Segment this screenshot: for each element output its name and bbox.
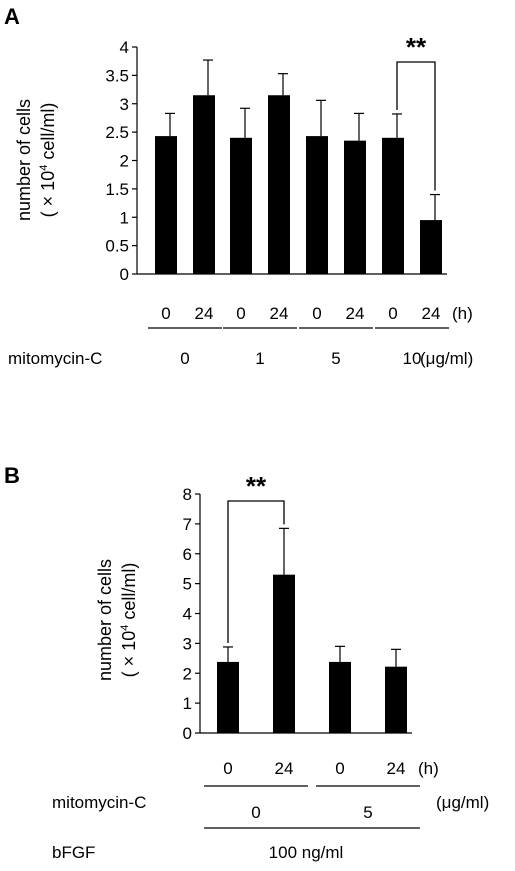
panel-a-bar bbox=[306, 136, 328, 274]
panel-a-bar bbox=[230, 137, 252, 274]
panel-a-group-unit: (μg/ml) bbox=[420, 349, 473, 368]
panel-b-bfgf-label: bFGF bbox=[52, 843, 95, 862]
panel-b-y-tick-label: 2 bbox=[183, 664, 192, 683]
panel-a-plot: 0 0.5 1 1.5 2 2.5 3 3.5 4 0 24 0 24 0 24 0 24 (h) 0 1 5 10 ** bbox=[105, 32, 472, 368]
panel-b-category-label: 24 bbox=[275, 759, 294, 778]
panel-b-y-tick-label: 4 bbox=[183, 605, 192, 624]
panel-b-ylabel-line1: number of cells bbox=[95, 559, 115, 681]
panel-a-bar bbox=[420, 220, 442, 274]
panel-a-y-tick-label: 3.5 bbox=[105, 66, 129, 85]
panel-a-time-unit: (h) bbox=[452, 304, 473, 323]
panel-a-ylabel-line2: ( × 104 cell/ml) bbox=[38, 103, 58, 218]
panel-b-y-tick-label: 1 bbox=[183, 694, 192, 713]
panel-a-bar bbox=[344, 140, 366, 274]
panel-a-y-tick-label: 0 bbox=[120, 265, 129, 284]
panel-b-significance-mark: ** bbox=[246, 471, 267, 501]
panel-a-category-label: 24 bbox=[195, 304, 214, 323]
panel-b-category-label: 0 bbox=[335, 759, 344, 778]
panel-a-category-label: 24 bbox=[422, 304, 441, 323]
panel-a-category-label: 0 bbox=[236, 304, 245, 323]
panel-b-y-tick-label: 6 bbox=[183, 545, 192, 564]
panel-a-bar bbox=[155, 136, 177, 274]
panel-a-y-tick-label: 0.5 bbox=[105, 237, 129, 256]
panel-a-mitomycin-label: mitomycin-C bbox=[8, 349, 102, 368]
panel-a-ylabel: number of cells ( × 104 cell/ml) bbox=[14, 99, 58, 221]
panel-b-y-tick-label: 5 bbox=[183, 575, 192, 594]
panel-a-ylabel-line1: number of cells bbox=[14, 99, 34, 221]
panel-a-y-tick-label: 2 bbox=[120, 152, 129, 171]
panel-a-significance-mark: ** bbox=[406, 32, 427, 62]
panel-a-category-label: 24 bbox=[270, 304, 289, 323]
panel-b-category-label: 0 bbox=[223, 759, 232, 778]
panel-b-y-tick-label: 0 bbox=[183, 724, 192, 743]
panel-a-y-tick-label: 2.5 bbox=[105, 123, 129, 142]
panel-b-label: B bbox=[4, 463, 20, 488]
panel-b-bar bbox=[273, 574, 295, 733]
panel-a-y-tick-label: 1.5 bbox=[105, 180, 129, 199]
panel-a-label: A bbox=[4, 4, 20, 29]
panel-b-group-label: 5 bbox=[363, 803, 372, 822]
panel-b-bfgf-value: 100 ng/ml bbox=[269, 843, 344, 862]
panel-a-group-label: 1 bbox=[255, 349, 264, 368]
panel-a-group-label: 5 bbox=[331, 349, 340, 368]
panel-b-group-label: 0 bbox=[251, 803, 260, 822]
panel-a-bar bbox=[382, 137, 404, 274]
panel-b-mitomycin-label: mitomycin-C bbox=[52, 793, 146, 812]
panel-a-y-tick-label: 4 bbox=[120, 38, 129, 57]
panel-b-bar bbox=[385, 666, 407, 733]
panel-b-bar bbox=[217, 661, 239, 733]
panel-a-group-label: 10 bbox=[403, 349, 422, 368]
panel-b-time-unit: (h) bbox=[418, 759, 439, 778]
panel-b-y-tick-label: 8 bbox=[183, 485, 192, 504]
panel-b-category-label: 24 bbox=[387, 759, 406, 778]
panel-a-significance-bracket bbox=[396, 61, 436, 191]
panel-a-category-label: 0 bbox=[388, 304, 397, 323]
panel-a-y-tick-label: 3 bbox=[120, 95, 129, 114]
panel-a-y-tick-label: 1 bbox=[120, 208, 129, 227]
panel-b-y-tick-label: 7 bbox=[183, 515, 192, 534]
panel-a-category-label: 0 bbox=[161, 304, 170, 323]
panel-a-category-label: 24 bbox=[346, 304, 365, 323]
panel-a-bar bbox=[268, 95, 290, 274]
panel-b-bar bbox=[329, 661, 351, 733]
panel-a-group-label: 0 bbox=[180, 349, 189, 368]
panel-b-ylabel-line2: ( × 104 cell/ml) bbox=[119, 563, 139, 678]
panel-b-group-unit: (μg/ml) bbox=[436, 793, 489, 812]
panel-a-category-label: 0 bbox=[312, 304, 321, 323]
panel-a-bar bbox=[193, 95, 215, 274]
panel-b-ylabel: number of cells ( × 104 cell/ml) bbox=[95, 559, 139, 681]
panel-b-plot: 0 1 2 3 4 5 6 7 8 0 24 0 24 (h) 0 5 ** bbox=[183, 471, 439, 829]
panel-b-y-tick-label: 3 bbox=[183, 634, 192, 653]
panel-b-significance-bracket bbox=[227, 500, 285, 643]
